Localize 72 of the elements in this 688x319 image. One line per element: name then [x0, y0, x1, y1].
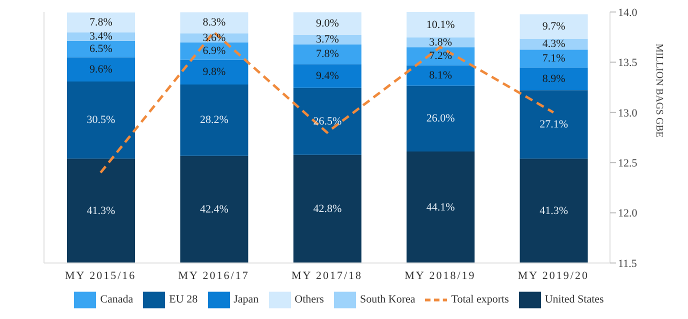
bar	[520, 158, 588, 263]
data-label: 6.5%	[90, 43, 112, 56]
bar	[293, 64, 362, 88]
data-label: 4.3%	[542, 38, 566, 50]
bar	[406, 65, 475, 86]
data-label: 42.8%	[313, 202, 342, 215]
bar	[406, 86, 475, 152]
legend-label: United States	[544, 294, 604, 306]
y2-tick-label: 12.5	[618, 158, 638, 170]
bar	[67, 57, 135, 82]
x-tick-label: MY 2017/18	[291, 270, 363, 282]
y2-tick-label: 14.0	[618, 6, 638, 19]
data-label: 3.7%	[316, 34, 339, 46]
data-label: 26.0%	[426, 112, 455, 125]
bar	[180, 84, 248, 156]
y2-tick-label: 13.5	[618, 57, 638, 70]
bar	[520, 90, 588, 159]
data-label: 27.1%	[540, 118, 568, 130]
bar	[67, 40, 135, 58]
data-label: 7.1%	[542, 52, 566, 65]
data-label: 28.2%	[200, 114, 228, 126]
y2-axis-title: MILLION BAGS GBE	[653, 44, 664, 138]
data-label: 9.4%	[316, 70, 339, 82]
legend-label: Others	[294, 294, 324, 306]
data-label: 6.9%	[202, 45, 226, 58]
legend-label: Canada	[100, 294, 134, 306]
bar	[67, 32, 135, 41]
legend-label: Japan	[234, 294, 259, 306]
bar	[520, 68, 588, 90]
data-label: 9.8%	[202, 66, 226, 78]
x-tick-label: MY 2019/20	[518, 270, 589, 282]
bar	[293, 35, 362, 44]
data-label: 30.5%	[86, 114, 116, 126]
data-label: 41.3%	[540, 204, 568, 217]
bar	[520, 14, 588, 39]
bar	[180, 156, 248, 263]
bar	[180, 60, 248, 85]
y2-tick-label: 12.0	[618, 208, 638, 220]
bar	[293, 154, 362, 263]
data-label: 9.0%	[316, 18, 339, 30]
data-label: 7.2%	[429, 50, 452, 62]
bar	[293, 44, 362, 64]
x-tick-label: MY 2015/16	[65, 270, 136, 282]
legend-label: South Korea	[360, 294, 416, 306]
bar	[293, 12, 362, 35]
bar	[67, 158, 135, 263]
bar	[67, 12, 135, 32]
data-label: 8.1%	[429, 70, 452, 82]
data-label: 41.3%	[86, 204, 116, 217]
data-label: 3.8%	[429, 36, 452, 48]
data-label: 7.8%	[90, 16, 112, 28]
legend-label: EU 28	[169, 294, 198, 306]
bar	[67, 82, 135, 159]
data-label: 3.4%	[90, 30, 112, 43]
bar	[180, 12, 248, 34]
bar	[406, 12, 475, 38]
data-label: 44.1%	[426, 201, 455, 214]
y2-tick-label: 13.0	[618, 107, 638, 120]
y2-tick-label: 11.5	[618, 258, 638, 270]
bar	[406, 152, 475, 263]
data-label: 8.9%	[542, 72, 566, 85]
bar	[293, 88, 362, 155]
bar	[520, 50, 588, 68]
data-label: 42.4%	[200, 203, 228, 216]
data-label: 9.6%	[90, 63, 112, 76]
data-label: 9.7%	[542, 20, 566, 33]
data-label: 10.1%	[426, 18, 455, 31]
data-label: 7.8%	[316, 48, 339, 60]
x-tick-label: MY 2016/17	[178, 270, 250, 282]
legend-label: Total exports	[451, 294, 509, 306]
x-tick-label: MY 2018/19	[404, 270, 476, 282]
data-label: 8.3%	[202, 16, 226, 29]
